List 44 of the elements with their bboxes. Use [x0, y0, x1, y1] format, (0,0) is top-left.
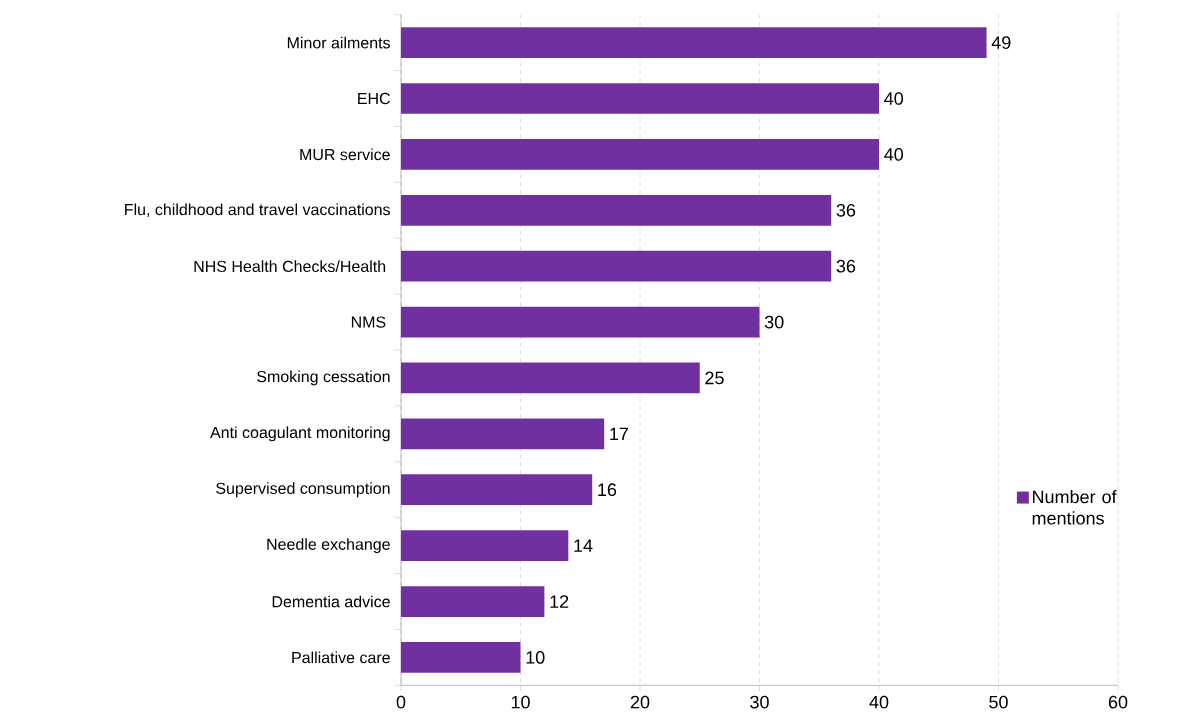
data-label: 17 [610, 427, 628, 441]
y-tick-label: Supervised consumption [216, 482, 390, 498]
y-tick-label: Smoking cessation [257, 370, 390, 386]
y-tick-label: NMS [351, 316, 386, 328]
bar [401, 418, 605, 450]
y-tick-label: EHC [358, 92, 390, 105]
data-label: 14 [574, 539, 593, 552]
data-label: 16 [598, 483, 617, 497]
x-tick-label: 30 [750, 695, 769, 709]
data-label: 10 [526, 651, 545, 664]
bar [401, 306, 760, 338]
x-tick-label: 20 [630, 695, 650, 709]
bar [401, 83, 879, 114]
bar [401, 194, 832, 226]
data-label: 40 [884, 148, 904, 161]
y-tick-label: NHS Health Checks/Health [194, 260, 386, 273]
y-tick-label: Flu, childhood and travel vaccinations [125, 203, 390, 218]
y-tick-label: MUR service [300, 148, 390, 161]
data-label: 36 [836, 259, 856, 273]
data-label: 25 [705, 371, 724, 385]
bar [401, 362, 700, 394]
y-tick-label: Minor ailments [287, 36, 390, 49]
data-label: 40 [884, 92, 904, 105]
bar [401, 530, 569, 561]
data-label: 12 [550, 595, 569, 608]
x-tick-label: 40 [869, 695, 889, 709]
y-tick-label: Anti coagulant monitoring [210, 426, 390, 442]
bar [401, 139, 879, 170]
bar [401, 27, 987, 58]
x-tick-label: 10 [511, 695, 530, 709]
bar [401, 474, 593, 506]
x-tick-label: 50 [989, 695, 1008, 709]
data-label: 30 [764, 315, 784, 329]
x-tick-label: 60 [1108, 695, 1128, 709]
y-tick-label: Dementia advice [272, 595, 390, 608]
y-tick-label: Palliative care [292, 651, 390, 664]
data-label: 36 [836, 203, 856, 217]
y-tick-label: Needle exchange [267, 538, 390, 554]
bar [401, 586, 545, 617]
x-tick-label: 0 [396, 695, 406, 709]
data-label: 49 [991, 36, 1011, 49]
bar [401, 250, 832, 282]
bar [401, 642, 521, 673]
legend-label: Number of mentions [1032, 490, 1117, 525]
